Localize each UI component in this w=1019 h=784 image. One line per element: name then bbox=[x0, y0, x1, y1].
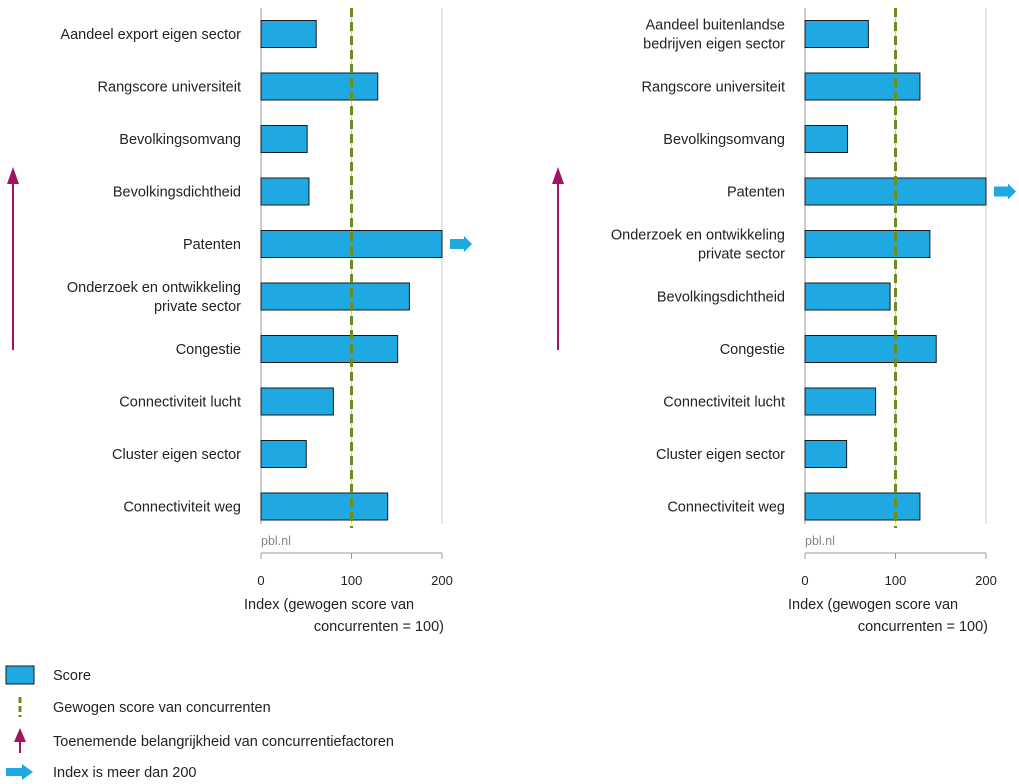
chart-panel-left: Aandeel export eigen sector Rangscore uni… bbox=[7, 8, 472, 635]
category-label: private sector bbox=[154, 299, 241, 315]
category-label: Onderzoek en ontwikkeling bbox=[611, 228, 785, 244]
category-label: private sector bbox=[698, 247, 785, 263]
category-label: Patenten bbox=[183, 237, 241, 253]
category-label: Bevolkingsdichtheid bbox=[113, 185, 241, 201]
x-axis-title: concurrenten = 100) bbox=[858, 619, 988, 635]
legend: Score Gewogen score van concurrenten Toene… bbox=[5, 665, 394, 781]
x-axis-title: Index (gewogen score van bbox=[244, 597, 414, 613]
bar bbox=[804, 125, 849, 153]
source-label: pbl.nl bbox=[805, 534, 835, 548]
x-tick-label: 100 bbox=[341, 573, 363, 588]
bar bbox=[804, 387, 877, 416]
bar bbox=[804, 230, 931, 258]
bar bbox=[260, 387, 334, 416]
bar bbox=[260, 177, 310, 206]
x-axis-title: Index (gewogen score van bbox=[788, 597, 958, 613]
x-axis-title: concurrenten = 100) bbox=[314, 619, 444, 635]
legend-label: Score bbox=[53, 668, 91, 684]
up-arrow-icon bbox=[552, 167, 564, 184]
category-label: bedrijven eigen sector bbox=[643, 37, 785, 53]
bar bbox=[804, 492, 921, 521]
bar bbox=[260, 20, 317, 48]
x-tick-label: 200 bbox=[975, 573, 997, 588]
bar bbox=[260, 125, 308, 153]
x-tick-label: 100 bbox=[885, 573, 907, 588]
bar bbox=[260, 282, 410, 311]
bar bbox=[260, 72, 379, 101]
category-label: Connectiviteit lucht bbox=[663, 395, 785, 411]
x-tick-label: 200 bbox=[431, 573, 453, 588]
bar bbox=[804, 72, 921, 101]
category-label: Aandeel export eigen sector bbox=[60, 27, 241, 43]
up-arrow-icon bbox=[7, 167, 19, 184]
category-label: Congestie bbox=[176, 342, 241, 358]
category-label: Patenten bbox=[727, 185, 785, 201]
category-label: Connectiviteit weg bbox=[667, 500, 785, 516]
category-label: Cluster eigen sector bbox=[656, 447, 785, 463]
legend-label: Toenemende belangrijkheid van concurrent… bbox=[53, 734, 394, 750]
bar bbox=[804, 20, 869, 48]
category-label: Connectiviteit weg bbox=[123, 500, 241, 516]
up-arrow-icon bbox=[14, 728, 26, 742]
bar bbox=[804, 440, 848, 468]
overflow-arrow-icon bbox=[450, 236, 472, 252]
category-label: Rangscore universiteit bbox=[98, 80, 241, 96]
legend-bar-swatch bbox=[5, 665, 35, 685]
bar bbox=[260, 440, 307, 468]
category-label: Bevolkingsdichtheid bbox=[657, 290, 785, 306]
right-arrow-icon bbox=[6, 764, 33, 780]
x-tick-label: 0 bbox=[257, 573, 264, 588]
legend-label: Index is meer dan 200 bbox=[53, 765, 196, 781]
category-label: Cluster eigen sector bbox=[112, 447, 241, 463]
x-tick-label: 0 bbox=[801, 573, 808, 588]
category-label: Bevolkingsomvang bbox=[663, 132, 785, 148]
source-label: pbl.nl bbox=[261, 534, 291, 548]
category-label: Aandeel buitenlandse bbox=[646, 18, 785, 34]
bar bbox=[260, 492, 389, 521]
category-label: Onderzoek en ontwikkeling bbox=[67, 280, 241, 296]
legend-label: Gewogen score van concurrenten bbox=[53, 700, 271, 716]
category-label: Connectiviteit lucht bbox=[119, 395, 241, 411]
bar bbox=[260, 335, 399, 363]
overflow-arrow-icon bbox=[994, 183, 1016, 200]
category-label: Rangscore universiteit bbox=[642, 80, 785, 96]
bar bbox=[804, 282, 891, 311]
chart-panel-right: Aandeel buitenlandse bedrijven eigen sect… bbox=[552, 8, 1016, 635]
bar bbox=[804, 335, 937, 363]
category-label: Bevolkingsomvang bbox=[119, 132, 241, 148]
category-label: Congestie bbox=[720, 342, 785, 358]
